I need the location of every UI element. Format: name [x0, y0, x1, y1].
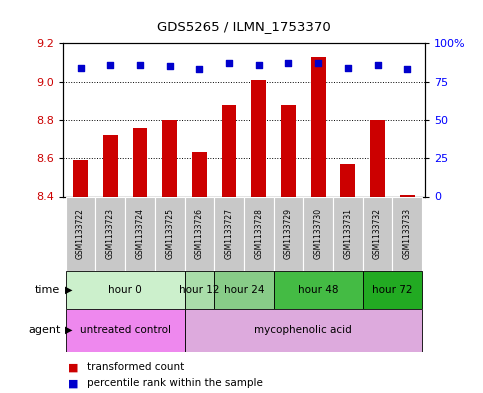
- Text: ▶: ▶: [65, 325, 73, 335]
- Text: hour 72: hour 72: [372, 285, 412, 295]
- Bar: [244, 196, 273, 271]
- Bar: [251, 80, 266, 196]
- Text: untreated control: untreated control: [80, 325, 170, 335]
- Point: [225, 60, 233, 66]
- Bar: [214, 271, 273, 309]
- Bar: [392, 196, 422, 271]
- Bar: [66, 271, 185, 309]
- Text: GSM1133731: GSM1133731: [343, 208, 352, 259]
- Point: [255, 62, 263, 68]
- Text: hour 0: hour 0: [108, 285, 142, 295]
- Bar: [363, 271, 422, 309]
- Text: GSM1133727: GSM1133727: [225, 208, 234, 259]
- Text: percentile rank within the sample: percentile rank within the sample: [87, 378, 263, 388]
- Bar: [341, 164, 355, 196]
- Text: GSM1133733: GSM1133733: [403, 208, 412, 259]
- Bar: [363, 196, 392, 271]
- Point: [284, 60, 292, 66]
- Text: ▶: ▶: [65, 285, 73, 295]
- Bar: [311, 57, 326, 196]
- Bar: [66, 196, 96, 271]
- Point: [77, 64, 85, 71]
- Text: hour 48: hour 48: [298, 285, 339, 295]
- Text: mycophenolic acid: mycophenolic acid: [255, 325, 352, 335]
- Bar: [370, 120, 385, 196]
- Bar: [192, 152, 207, 196]
- Text: GSM1133728: GSM1133728: [254, 208, 263, 259]
- Bar: [400, 195, 414, 196]
- Bar: [303, 196, 333, 271]
- Point: [374, 62, 382, 68]
- Text: GSM1133724: GSM1133724: [136, 208, 144, 259]
- Text: hour 12: hour 12: [179, 285, 220, 295]
- Text: ■: ■: [68, 362, 78, 373]
- Text: GSM1133729: GSM1133729: [284, 208, 293, 259]
- Bar: [185, 271, 214, 309]
- Point: [403, 66, 411, 72]
- Bar: [125, 196, 155, 271]
- Text: GSM1133730: GSM1133730: [313, 208, 323, 259]
- Point: [314, 60, 322, 66]
- Bar: [281, 105, 296, 196]
- Text: GDS5265 / ILMN_1753370: GDS5265 / ILMN_1753370: [157, 20, 331, 33]
- Bar: [333, 196, 363, 271]
- Text: hour 24: hour 24: [224, 285, 264, 295]
- Text: GSM1133732: GSM1133732: [373, 208, 382, 259]
- Bar: [155, 196, 185, 271]
- Bar: [185, 309, 422, 352]
- Text: agent: agent: [28, 325, 60, 335]
- Text: transformed count: transformed count: [87, 362, 184, 373]
- Point: [106, 62, 114, 68]
- Point: [136, 62, 144, 68]
- Bar: [66, 309, 185, 352]
- Bar: [185, 196, 214, 271]
- Text: GSM1133726: GSM1133726: [195, 208, 204, 259]
- Bar: [273, 271, 363, 309]
- Bar: [132, 127, 147, 196]
- Text: ■: ■: [68, 378, 78, 388]
- Bar: [162, 120, 177, 196]
- Bar: [214, 196, 244, 271]
- Bar: [73, 160, 88, 196]
- Text: GSM1133725: GSM1133725: [165, 208, 174, 259]
- Bar: [96, 196, 125, 271]
- Bar: [222, 105, 237, 196]
- Bar: [273, 196, 303, 271]
- Text: GSM1133723: GSM1133723: [106, 208, 115, 259]
- Point: [196, 66, 203, 72]
- Point: [166, 63, 173, 69]
- Bar: [103, 135, 118, 196]
- Point: [344, 64, 352, 71]
- Text: GSM1133722: GSM1133722: [76, 208, 85, 259]
- Text: time: time: [35, 285, 60, 295]
